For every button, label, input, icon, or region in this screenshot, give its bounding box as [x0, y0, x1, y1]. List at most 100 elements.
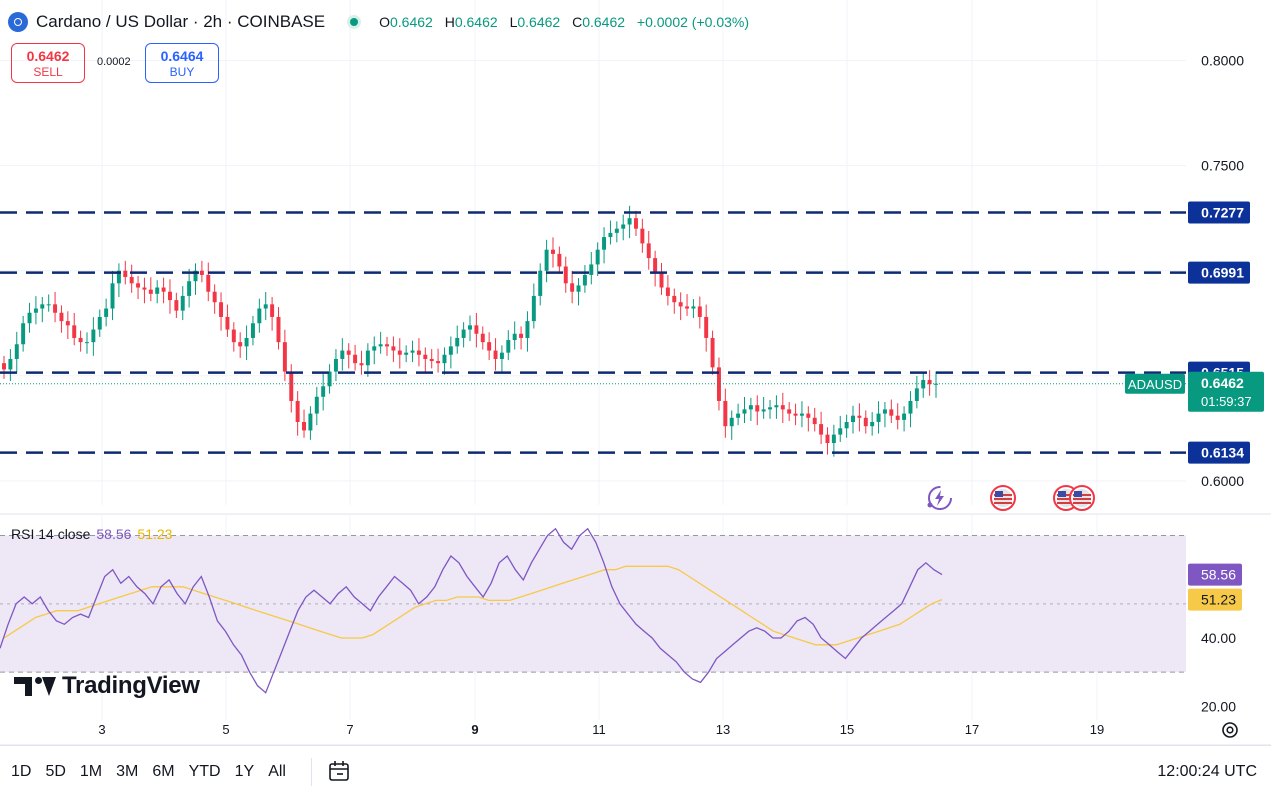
- candle-body: [672, 295, 677, 303]
- rsi-tick-label: 20.00: [1201, 698, 1236, 714]
- symbol-header[interactable]: Cardano / US Dollar · 2h · COINBASE O 0.6…: [8, 8, 749, 36]
- candle-body: [710, 337, 715, 368]
- level-label: 0.6134: [1201, 445, 1244, 461]
- candle-body: [174, 300, 179, 311]
- candle-body: [263, 304, 268, 309]
- candle-body: [487, 342, 492, 351]
- candle-body: [819, 424, 824, 435]
- news-flash-icon[interactable]: [926, 485, 952, 511]
- spread-value: 0.0002: [97, 56, 131, 68]
- price-tick-label: 0.8000: [1201, 53, 1244, 69]
- candle-body: [2, 363, 6, 370]
- range-6m-button[interactable]: 6M: [152, 763, 175, 780]
- candle-body: [59, 312, 64, 322]
- sell-button[interactable]: 0.6462 SELL: [11, 43, 85, 83]
- x-tick-label: 19: [1090, 722, 1104, 737]
- candle-body: [282, 342, 287, 372]
- ohlc-low-value: 0.6462: [517, 14, 561, 30]
- candle-body: [21, 323, 26, 345]
- candle-body: [551, 249, 555, 254]
- price-tick-label: 0.7500: [1201, 158, 1244, 174]
- us-flag-event-icon[interactable]: [1069, 485, 1095, 511]
- range-1y-button[interactable]: 1Y: [234, 763, 255, 780]
- us-flag-event-icon[interactable]: [990, 485, 1016, 511]
- candle-body: [582, 274, 587, 286]
- buy-price: 0.6464: [160, 48, 204, 64]
- candle-body: [397, 350, 402, 355]
- ohlc-high-label: H: [444, 14, 455, 30]
- candle-body: [104, 308, 109, 317]
- cardano-logo-icon: [8, 12, 28, 32]
- candle-body: [557, 253, 562, 267]
- rsi-legend-label: RSI 14 close: [11, 526, 91, 542]
- candle-body: [908, 400, 913, 414]
- candle-body: [646, 243, 651, 259]
- bar-countdown: 01:59:37: [1201, 394, 1252, 409]
- candle-body: [851, 415, 855, 423]
- tradingview-logo[interactable]: TradingView: [14, 672, 200, 700]
- range-all-button[interactable]: All: [268, 763, 286, 780]
- candle-body: [136, 283, 141, 288]
- x-tick-label: 9: [471, 722, 478, 737]
- candle-body: [110, 283, 115, 309]
- candle-body: [787, 409, 792, 414]
- candle-body: [276, 316, 281, 343]
- candle-body: [902, 413, 907, 420]
- ohlc-open-label: O: [379, 14, 390, 30]
- bottom-toolbar: 1D 5D 1M 3M 6M YTD 1Y All 12:00:24 UTC: [0, 745, 1271, 800]
- candle-body: [614, 228, 619, 233]
- candle-body: [640, 228, 645, 244]
- range-3m-button[interactable]: 3M: [116, 763, 139, 780]
- level-label-bg: [1188, 201, 1250, 224]
- candle-body: [678, 302, 683, 307]
- candle-body: [161, 287, 166, 292]
- candle-body: [870, 422, 875, 427]
- range-5d-button[interactable]: 5D: [45, 763, 66, 780]
- candle-body: [474, 325, 479, 334]
- candle-body: [40, 304, 45, 309]
- candle-body: [748, 405, 753, 410]
- range-1m-button[interactable]: 1M: [79, 763, 103, 780]
- range-1d-button[interactable]: 1D: [11, 763, 32, 780]
- utc-clock[interactable]: 12:00:24 UTC: [1157, 763, 1257, 780]
- ohlc-low-label: L: [509, 14, 518, 30]
- candle-body: [46, 304, 51, 306]
- candle-body: [525, 321, 530, 338]
- candle-body: [844, 422, 849, 429]
- candle-body: [595, 249, 600, 265]
- candle-body: [653, 258, 658, 273]
- candle-body: [538, 270, 543, 296]
- candle-body: [831, 434, 836, 444]
- ohlc-close-label: C: [572, 14, 583, 30]
- candle-body: [729, 417, 734, 427]
- candle-body: [289, 371, 294, 401]
- calendar-range-icon[interactable]: [328, 760, 350, 782]
- rsi-value-label-bg: [1188, 563, 1242, 586]
- candle-body: [812, 417, 817, 425]
- candle-body: [429, 358, 434, 362]
- candle-body: [685, 306, 690, 309]
- symbol-title[interactable]: Cardano / US Dollar · 2h · COINBASE: [36, 12, 326, 31]
- candle-body: [455, 337, 460, 347]
- buy-button[interactable]: 0.6464 BUY: [145, 43, 219, 83]
- candle-body: [442, 354, 447, 364]
- candle-body: [404, 352, 409, 355]
- ohlc-values: O0.6462 H0.6462 L0.6462 C0.6462 +0.0002 …: [379, 14, 749, 30]
- candle-body: [155, 287, 160, 294]
- settings-gear-icon[interactable]: [1219, 719, 1241, 741]
- rsi-legend[interactable]: RSI 14 close 58.56 51.23: [11, 526, 172, 542]
- candle-body: [244, 337, 249, 347]
- candle-body: [621, 224, 626, 229]
- candle-body: [512, 333, 517, 341]
- rsi-tick-label: 40.00: [1201, 630, 1236, 646]
- price-tick-label: 0.6000: [1201, 473, 1244, 489]
- candle-body: [627, 218, 632, 225]
- candle-body: [225, 316, 230, 330]
- candle-body: [780, 405, 785, 410]
- range-ytd-button[interactable]: YTD: [188, 763, 221, 780]
- candle-body: [199, 270, 204, 275]
- tradingview-wordmark: TradingView: [62, 672, 200, 699]
- candle-body: [295, 400, 300, 423]
- candle-body: [506, 340, 511, 353]
